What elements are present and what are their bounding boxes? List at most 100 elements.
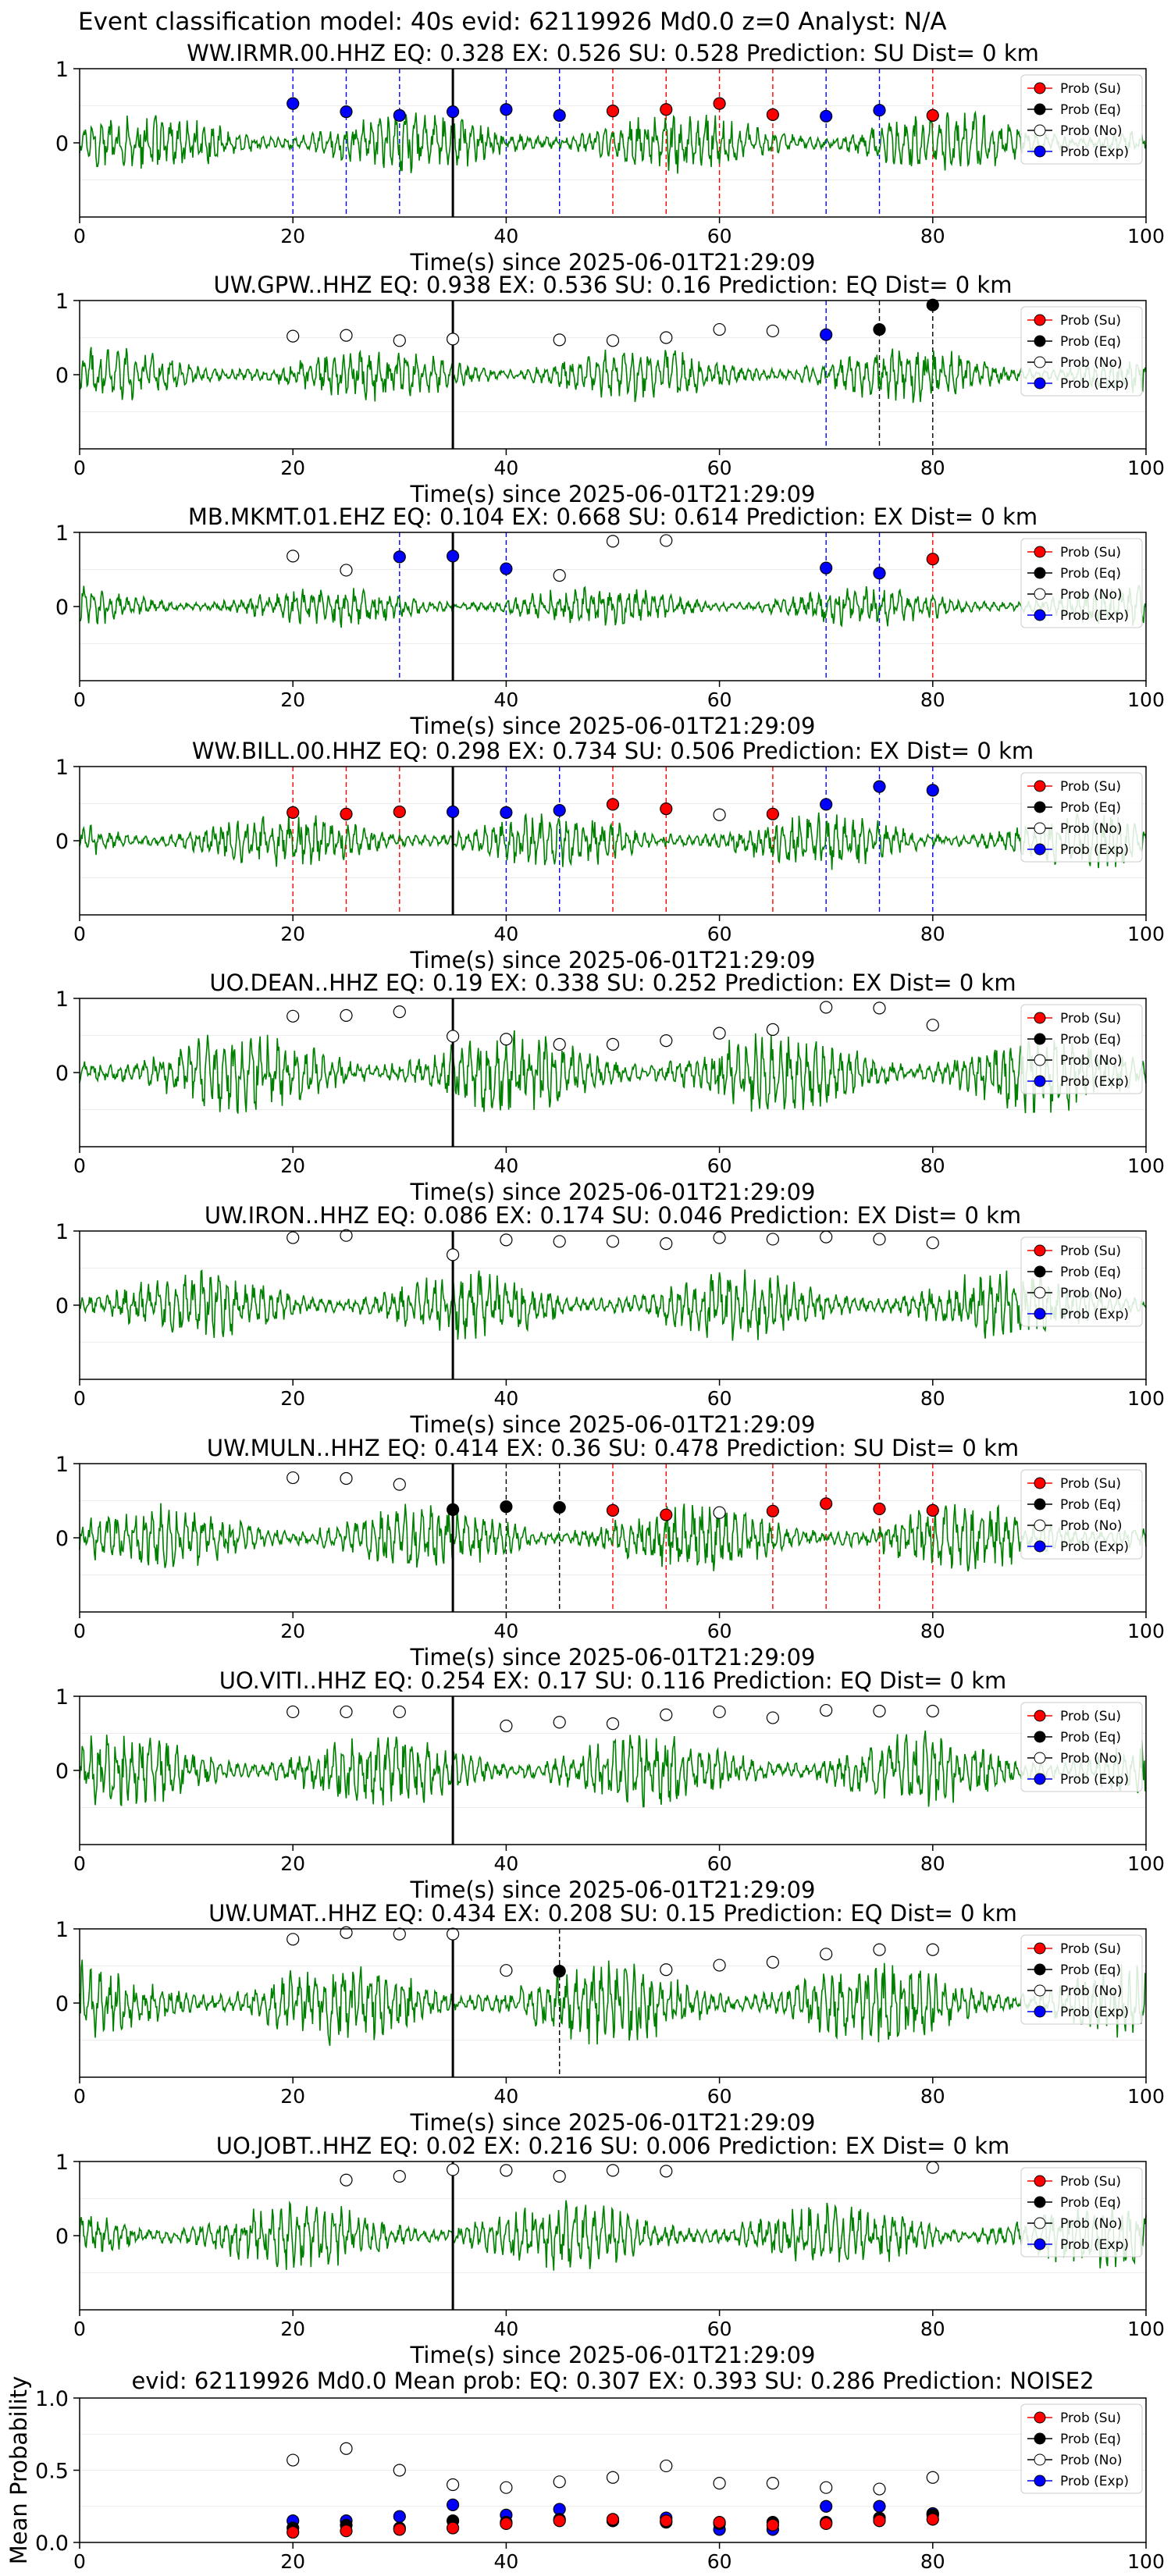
legend-marker-eq (1034, 801, 1046, 813)
mean-probability-panel: evid: 62119926 Md0.0 Mean prob: EQ: 0.30… (5, 2368, 1165, 2573)
chart-title: UW.MULN..HHZ EQ: 0.414 EX: 0.36 SU: 0.47… (207, 1435, 1019, 1461)
prob-point-no (926, 1704, 939, 1718)
x-tick-label: 40 (493, 457, 518, 479)
prob-point-exp (500, 103, 513, 116)
x-tick-label: 80 (920, 2318, 945, 2340)
legend-label-no: Prob (No) (1060, 1286, 1123, 1301)
legend-box (1020, 1004, 1143, 1094)
y-tick-label: 0 (55, 364, 69, 388)
x-tick-label: 60 (707, 1387, 732, 1410)
prob-point-no (660, 1237, 673, 1251)
chart-panel: UW.GPW..HHZ EQ: 0.938 EX: 0.536 SU: 0.16… (55, 272, 1165, 507)
y-tick-label: 0 (55, 596, 69, 620)
prob-point-no (393, 1005, 406, 1019)
legend-box (1020, 2167, 1143, 2258)
prob-point-no (340, 329, 353, 342)
x-tick-label: 20 (280, 1155, 305, 1177)
x-axis-label: Time(s) since 2025-06-01T21:29:09 (410, 481, 816, 507)
x-tick-label: 40 (493, 2318, 518, 2340)
legend-marker-exp (1034, 2475, 1046, 2487)
x-tick-label: 20 (280, 2550, 305, 2573)
chart-panel: UW.MULN..HHZ EQ: 0.414 EX: 0.36 SU: 0.47… (55, 1435, 1165, 1670)
legend-marker-no (1034, 822, 1046, 834)
chart-title: MB.MKMT.01.EHZ EQ: 0.104 EX: 0.668 SU: 0… (188, 503, 1038, 530)
prob-point-no (820, 1230, 833, 1244)
prob-point-no (926, 1943, 939, 1956)
x-tick-label: 0 (73, 1852, 86, 1875)
prob-point-no (873, 1002, 886, 1015)
legend-marker-eq (1034, 1033, 1046, 1045)
x-tick-label: 100 (1127, 2318, 1165, 2340)
prob-point-su (820, 1497, 833, 1510)
prob-point-no (446, 2163, 460, 2176)
x-tick-label: 20 (280, 688, 305, 711)
prob-point-no (713, 322, 726, 336)
x-tick-label: 100 (1127, 1387, 1165, 1410)
legend-marker-no (1034, 588, 1046, 600)
waveform-trace (79, 1503, 1147, 1572)
prob-point-no (606, 2164, 620, 2177)
prob-point-no (766, 324, 780, 338)
chart-title: evid: 62119926 Md0.0 Mean prob: EQ: 0.30… (131, 2368, 1094, 2394)
prob-point-exp (873, 567, 886, 580)
x-tick-label: 100 (1127, 1852, 1165, 1875)
y-tick-label: 1 (55, 58, 69, 82)
prob-point-no (766, 1955, 780, 1969)
x-tick-label: 40 (493, 2550, 518, 2573)
page-title: Event classification model: 40s evid: 62… (78, 8, 947, 36)
y-tick-label: 1 (55, 987, 69, 1012)
prob-point-exp (873, 104, 886, 117)
legend-marker-su (1034, 1710, 1046, 1722)
y-tick-label: 0 (55, 1527, 69, 1551)
legend-label-exp: Prob (Exp) (1060, 2474, 1129, 2489)
legend-label-su: Prob (Su) (1060, 1941, 1121, 1957)
legend-label-su: Prob (Su) (1060, 1476, 1121, 1492)
x-tick-label: 20 (280, 225, 305, 247)
prob-point-no (553, 1716, 566, 1729)
prob-point-su (606, 1503, 620, 1517)
mean-point-no (287, 2453, 300, 2467)
x-tick-label: 40 (493, 1852, 518, 1875)
y-tick-label: 1 (55, 290, 69, 314)
legend-box (1020, 772, 1143, 863)
mean-point-exp (393, 2510, 406, 2523)
legend-marker-su (1034, 1942, 1046, 1955)
x-tick-label: 80 (920, 1620, 945, 1642)
legend-marker-no (1034, 1519, 1046, 1532)
prob-point-exp (553, 109, 566, 122)
legend-label-no: Prob (No) (1060, 1751, 1123, 1767)
prob-point-exp (820, 328, 833, 341)
legend-label-eq: Prob (Eq) (1060, 1962, 1121, 1978)
legend-label-eq: Prob (Eq) (1060, 1497, 1121, 1513)
prob-point-exp (820, 109, 833, 123)
x-tick-label: 40 (493, 1387, 518, 1410)
prob-point-exp (446, 805, 460, 819)
legend-label-no: Prob (No) (1060, 1518, 1123, 1534)
x-axis-label: Time(s) since 2025-06-01T21:29:09 (410, 2109, 816, 2136)
legend-label-no: Prob (No) (1060, 1053, 1123, 1069)
x-tick-label: 40 (493, 1155, 518, 1177)
prob-point-eq (553, 1965, 566, 1978)
x-tick-label: 0 (73, 457, 86, 479)
prob-point-su (713, 97, 726, 110)
legend-label-eq: Prob (Eq) (1060, 1032, 1121, 1048)
legend-label-eq: Prob (Eq) (1060, 800, 1121, 816)
prob-point-no (873, 1704, 886, 1718)
mean-point-su (926, 2513, 939, 2526)
legend-label-no: Prob (No) (1060, 355, 1123, 371)
prob-point-no (660, 331, 673, 344)
prob-point-no (713, 808, 726, 821)
x-tick-label: 80 (920, 457, 945, 479)
x-tick-label: 60 (707, 1155, 732, 1177)
prob-point-su (660, 1508, 673, 1521)
prob-point-exp (446, 105, 460, 119)
prob-point-exp (500, 562, 513, 575)
mean-point-no (340, 2442, 353, 2455)
prob-point-no (713, 1026, 726, 1040)
x-tick-label: 0 (73, 923, 86, 945)
prob-point-exp (287, 97, 300, 110)
prob-point-su (606, 105, 620, 118)
prob-point-no (553, 333, 566, 347)
prob-point-su (926, 109, 939, 122)
panels: WW.IRMR.00.HHZ EQ: 0.328 EX: 0.526 SU: 0… (5, 40, 1165, 2573)
